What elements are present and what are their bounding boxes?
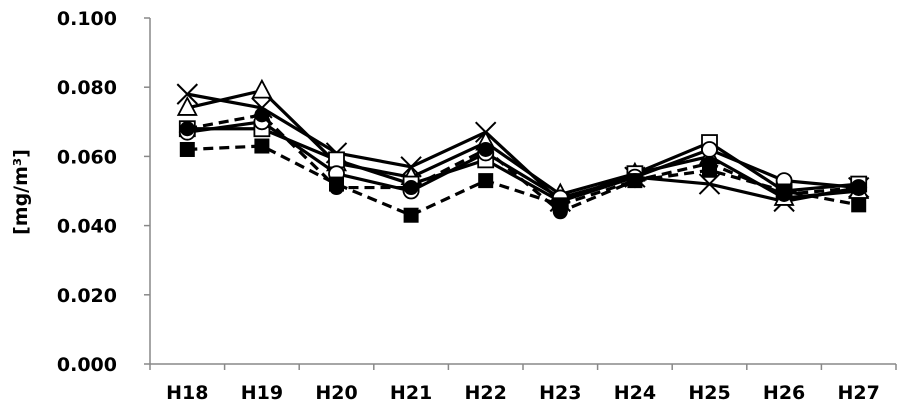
data-point-square-filled xyxy=(627,173,643,189)
x-tick-label: H20 xyxy=(315,382,357,404)
y-tick-label: 0.060 xyxy=(57,146,117,168)
data-point-square-filled xyxy=(552,197,568,213)
data-point-triangle xyxy=(251,78,273,99)
data-point-square-filled xyxy=(702,162,717,178)
x-tick-label: H27 xyxy=(838,382,880,404)
data-point-triangle xyxy=(176,96,198,116)
x-tick-label: H21 xyxy=(390,382,432,404)
axes xyxy=(144,17,897,370)
series-line xyxy=(187,113,859,214)
y-tick-label: 0.020 xyxy=(57,285,117,307)
y-axis-label: [mg/m³] xyxy=(10,149,32,235)
y-tick-label: 0.040 xyxy=(57,216,117,238)
series-line xyxy=(187,144,859,217)
y-tick-label: 0.100 xyxy=(57,8,117,30)
x-tick-label: H18 xyxy=(166,382,208,404)
data-point-circle-filled xyxy=(851,180,867,196)
data-point-square-open xyxy=(328,151,345,169)
y-tick-label: 0.000 xyxy=(57,354,117,376)
x-tick-label: H26 xyxy=(763,382,805,404)
data-point-circle-open xyxy=(701,141,718,158)
data-point-circle-filled xyxy=(179,121,195,137)
data-point-circle-filled xyxy=(254,107,270,123)
data-point-square-filled xyxy=(851,197,867,213)
x-tick-label: H19 xyxy=(241,382,283,404)
series-group xyxy=(176,78,870,223)
data-point-cross xyxy=(176,83,199,105)
x-tick-label: H23 xyxy=(539,382,581,404)
series-6 xyxy=(179,138,867,223)
data-point-square-filled xyxy=(403,207,419,223)
x-tick-label: H22 xyxy=(465,382,507,404)
data-point-square-filled xyxy=(329,176,344,192)
data-point-circle-filled xyxy=(478,141,494,157)
data-point-square-filled xyxy=(179,141,195,157)
y-tick-labels: 0.000 0.020 0.040 0.060 0.080 0.100 xyxy=(57,8,117,376)
series-line xyxy=(187,120,859,200)
series-5 xyxy=(179,107,867,220)
data-point-square-filled xyxy=(776,183,792,199)
x-tick-label: H24 xyxy=(614,382,656,404)
x-tick-labels: H18 H19 H20 H21 H22 H23 H24 H25 H26 H27 xyxy=(166,382,880,404)
data-point-circle-filled xyxy=(403,180,419,196)
data-point-square-filled xyxy=(478,173,494,189)
data-point-square-filled xyxy=(254,138,270,154)
x-tick-label: H25 xyxy=(688,382,730,404)
y-tick-label: 0.080 xyxy=(57,77,117,99)
